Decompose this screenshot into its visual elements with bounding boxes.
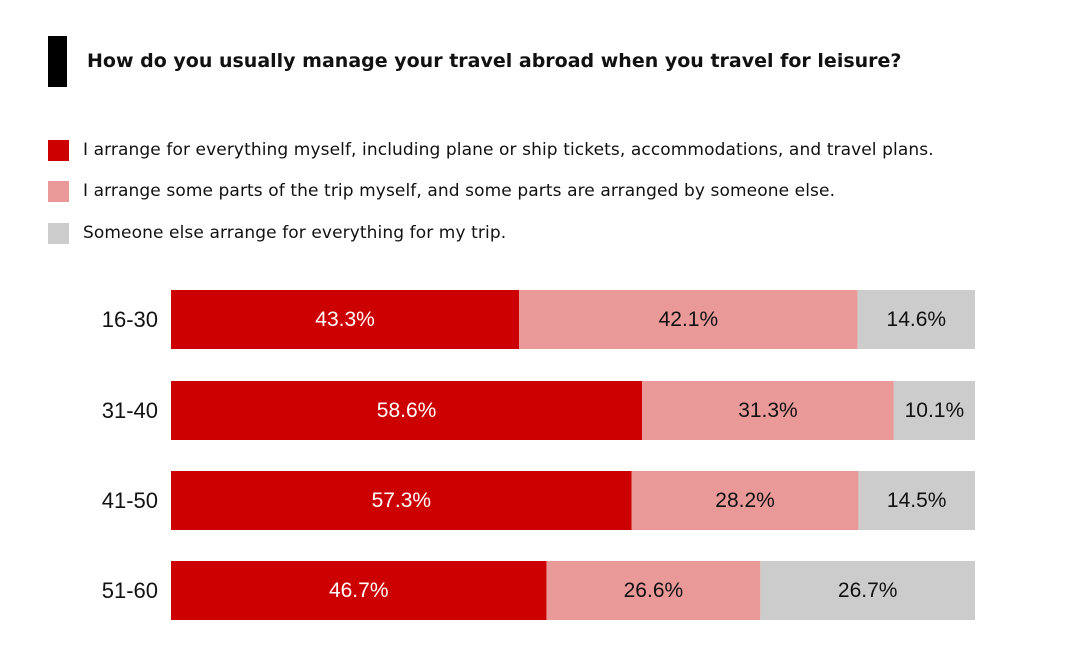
category-label-41-50: 41-50 (102, 488, 158, 513)
bar-segment-16-30-partial (519, 290, 858, 349)
data-label-41-50-someone-else: 14.5% (887, 489, 947, 512)
bar-segment-31-40-someone-else (893, 381, 975, 440)
data-label-16-30-partial: 42.1% (659, 308, 719, 331)
legend-swatch-self (48, 139, 69, 161)
data-label-41-50-self: 57.3% (372, 489, 432, 512)
legend-label-partial: I arrange some parts of the trip myself,… (83, 181, 836, 201)
category-label-51-60: 51-60 (102, 578, 158, 603)
data-label-51-60-partial: 26.6% (624, 579, 684, 602)
legend-swatch-partial (48, 180, 69, 202)
data-label-31-40-partial: 31.3% (738, 399, 798, 422)
data-label-31-40-someone-else: 10.1% (905, 399, 965, 422)
bar-segment-41-50-partial (631, 471, 859, 530)
data-label-51-60-someone-else: 26.7% (838, 579, 898, 602)
bar-segment-41-50-someone-else (858, 471, 975, 530)
category-label-31-40: 31-40 (102, 398, 158, 423)
bar-segment-16-30-someone-else (857, 290, 975, 349)
bar-segment-51-60-someone-else (760, 561, 975, 620)
data-label-16-30-self: 43.3% (315, 308, 375, 331)
title-accent-bar (48, 36, 67, 87)
data-label-41-50-partial: 28.2% (715, 489, 775, 512)
legend-item-self: I arrange for everything myself, includi… (48, 136, 934, 164)
data-label-31-40-self: 58.6% (377, 399, 437, 422)
data-label-51-60-self: 46.7% (329, 579, 389, 602)
data-label-16-30-someone-else: 14.6% (887, 308, 947, 331)
bar-segment-51-60-partial (546, 561, 761, 620)
bar-segment-16-30-self (171, 290, 520, 349)
chart-title: How do you usually manage your travel ab… (87, 50, 902, 72)
legend-label-self: I arrange for everything myself, includi… (83, 140, 934, 160)
legend-label-someone-else: Someone else arrange for everything for … (83, 223, 507, 243)
bar-segment-51-60-self (171, 561, 547, 620)
bar-segment-31-40-partial (642, 381, 894, 440)
bar-segment-31-40-self (171, 381, 643, 440)
bar-segment-41-50-self (171, 471, 632, 530)
legend-item-partial: I arrange some parts of the trip myself,… (48, 177, 835, 205)
legend-swatch-someone-else (48, 222, 69, 244)
legend-item-someone-else: Someone else arrange for everything for … (48, 219, 506, 247)
category-label-16-30: 16-30 (102, 307, 158, 332)
